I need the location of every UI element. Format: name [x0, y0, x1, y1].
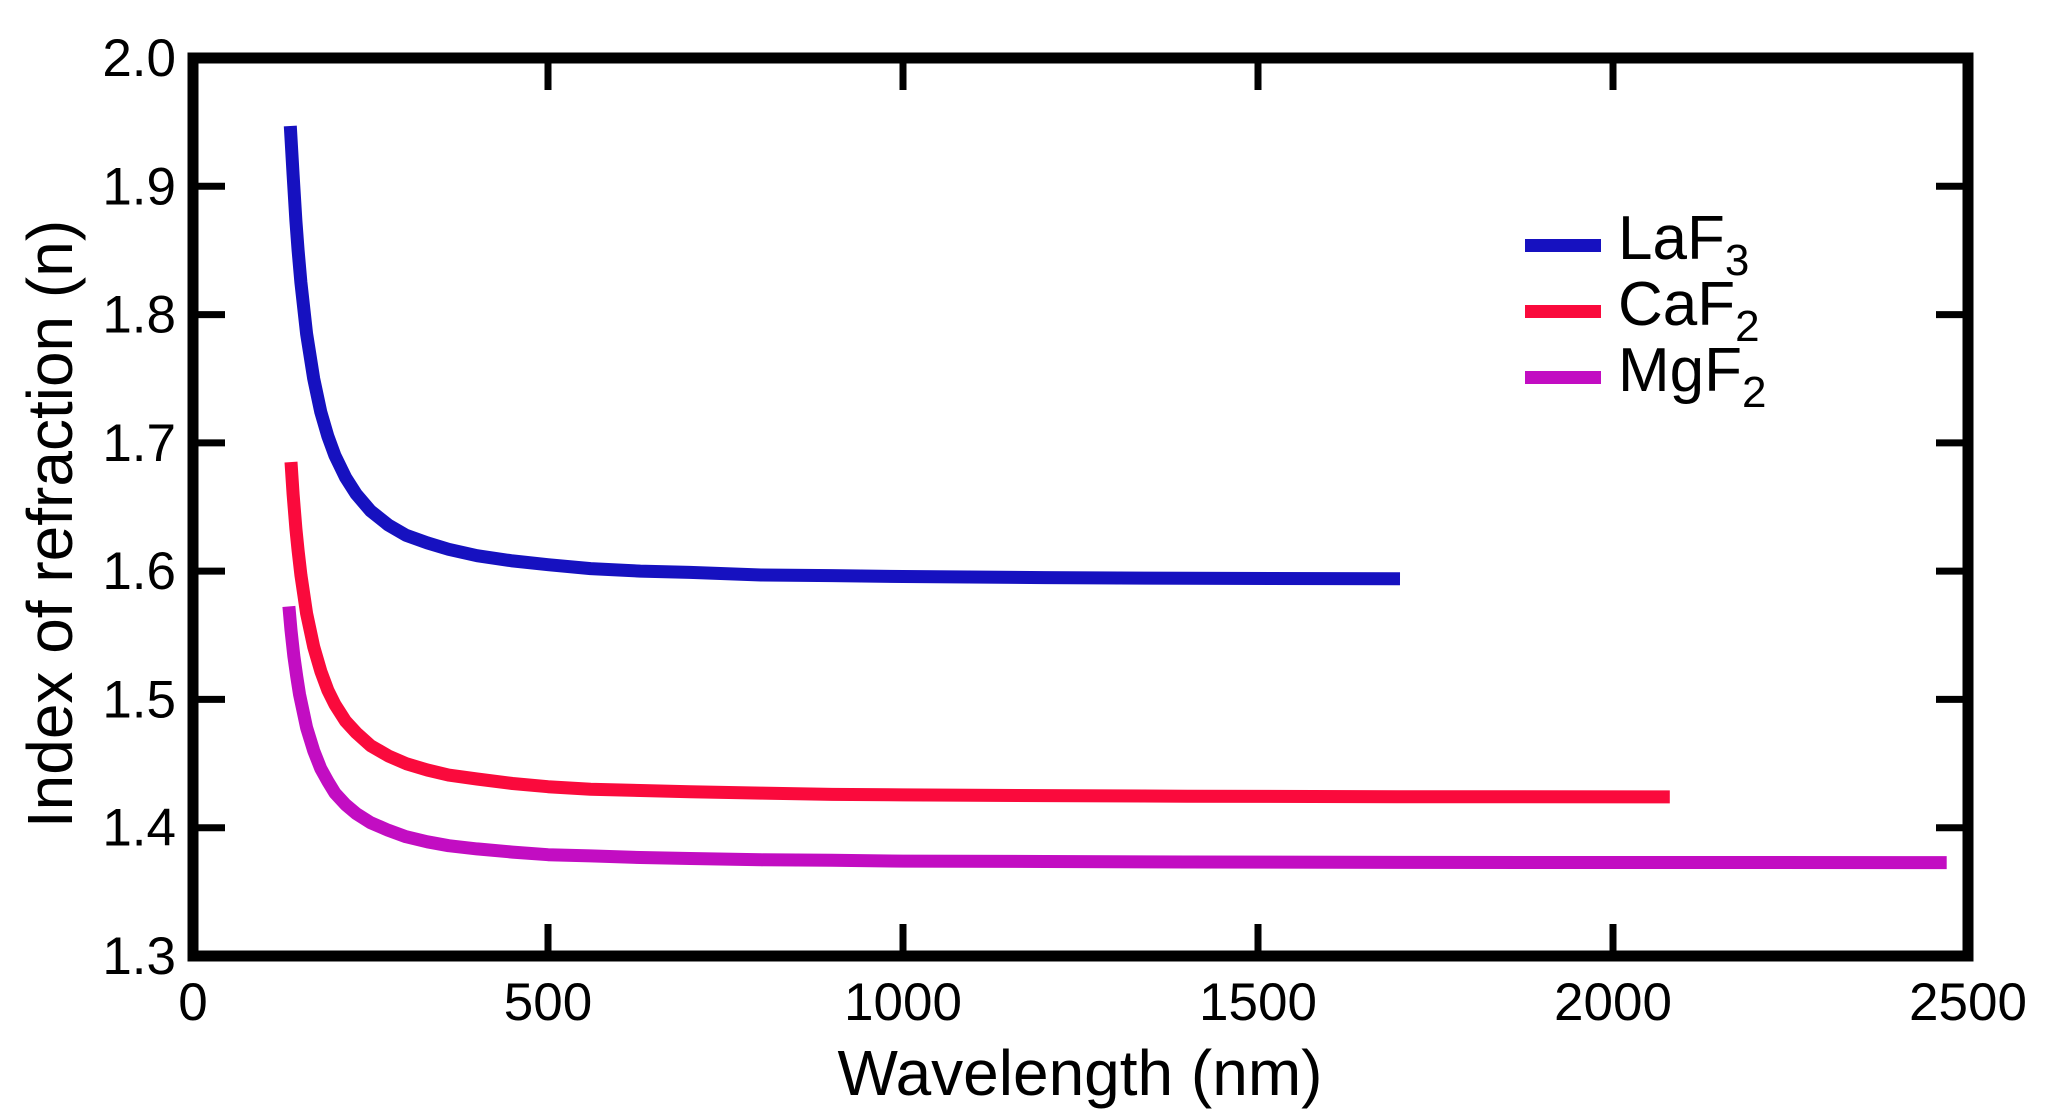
legend-swatch-laf3 — [1525, 238, 1601, 252]
y-tick-label: 1.8 — [102, 286, 176, 345]
x-axis-title: Wavelength (nm) — [837, 1037, 1323, 1109]
x-tick-label: 0 — [178, 973, 207, 1032]
legend-label-laf3: LaF3 — [1618, 203, 1750, 285]
y-tick-label: 2.0 — [102, 29, 176, 88]
legend-item-mgf2: MgF2 — [1525, 339, 1766, 414]
x-tick-label: 2000 — [1554, 973, 1672, 1032]
x-tick-label: 500 — [504, 973, 592, 1032]
legend-label-caf2: CaF2 — [1618, 269, 1760, 351]
x-tick-label: 2500 — [1909, 973, 2027, 1032]
plot-frame — [187, 52, 1974, 962]
series-line-laf3 — [283, 125, 1401, 586]
legend: LaF3 CaF2 MgF2 — [1525, 207, 1766, 414]
legend-swatch-caf2 — [1525, 304, 1601, 318]
x-tick-label: 1000 — [844, 973, 962, 1032]
series-line-mgf2 — [282, 605, 1947, 870]
y-tick-label: 1.7 — [102, 414, 176, 473]
x-tick-label: 1500 — [1199, 973, 1317, 1032]
y-tick-label: 1.9 — [102, 157, 176, 216]
y-tick-label: 1.5 — [102, 670, 176, 729]
legend-item-caf2: CaF2 — [1525, 273, 1766, 348]
series-line-caf2 — [284, 461, 1670, 804]
legend-swatch-mgf2 — [1525, 370, 1601, 384]
y-tick-label: 1.6 — [102, 542, 176, 601]
y-tick-label: 1.3 — [102, 927, 176, 986]
y-tick-label: 1.4 — [102, 799, 176, 858]
legend-item-laf3: LaF3 — [1525, 207, 1766, 282]
legend-label-mgf2: MgF2 — [1618, 335, 1767, 417]
y-axis-title: Index of refraction (n) — [14, 219, 86, 829]
